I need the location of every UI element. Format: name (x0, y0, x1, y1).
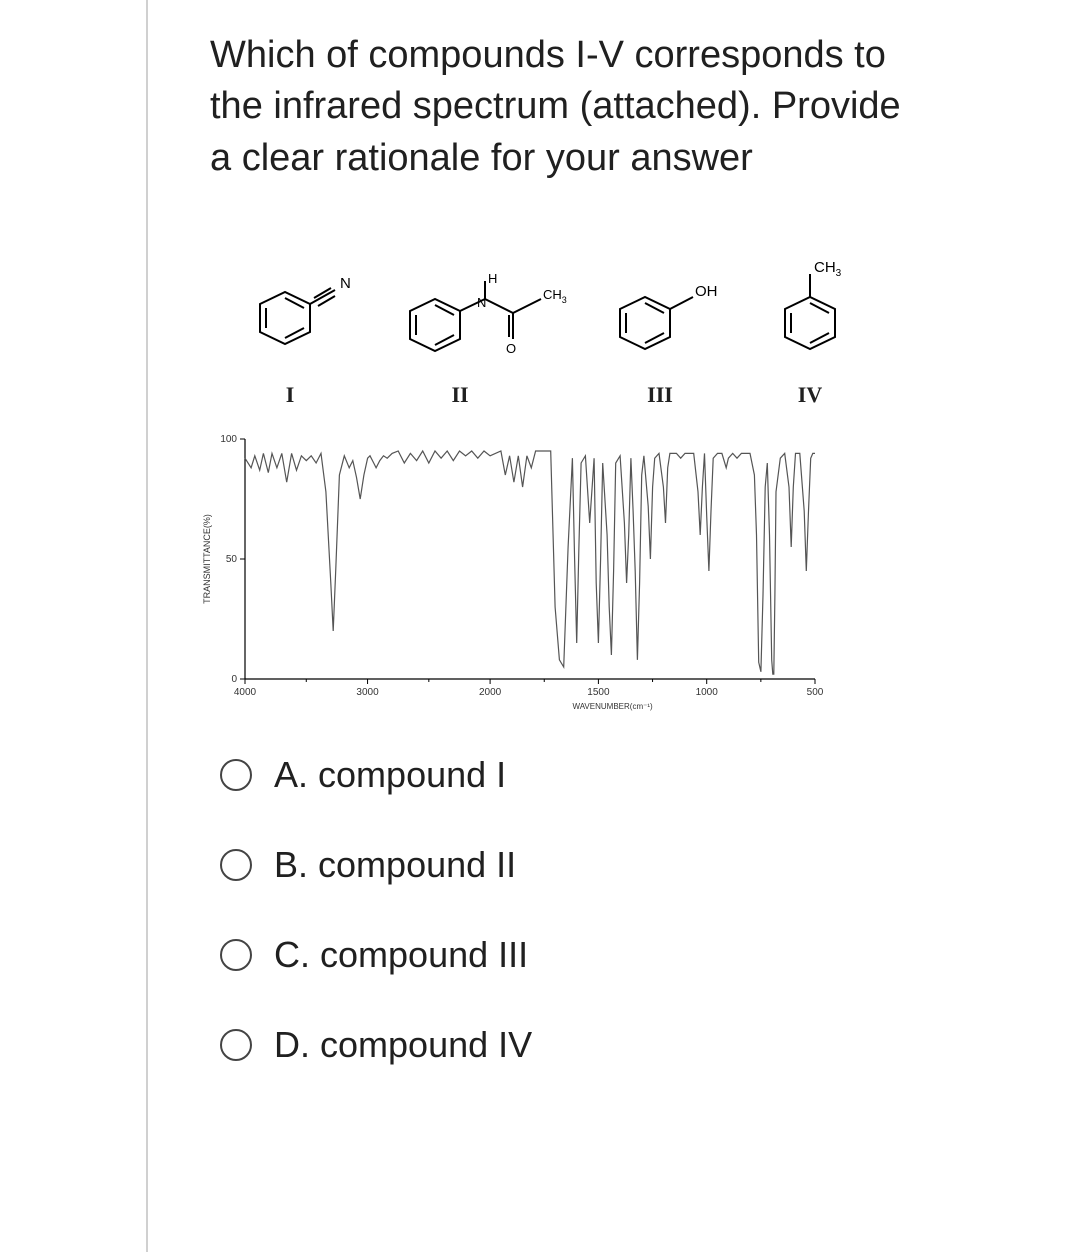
compound-III-label: III (590, 382, 730, 408)
option-B-label: B. compound II (274, 844, 516, 886)
options-list: A. compound I B. compound II C. compound… (210, 754, 930, 1066)
option-C[interactable]: C. compound III (220, 934, 930, 976)
svg-text:2000: 2000 (479, 687, 502, 698)
svg-text:50: 50 (226, 554, 238, 565)
option-A[interactable]: A. compound I (220, 754, 930, 796)
svg-text:1500: 1500 (587, 687, 610, 698)
compound-II-N-label: N (477, 295, 486, 310)
compound-II: H N O CH3 II (385, 269, 585, 408)
compound-IV-CH3: CH3 (814, 259, 842, 279)
svg-text:1000: 1000 (696, 687, 719, 698)
option-D-label: D. compound IV (274, 1024, 532, 1066)
page-left-rule (146, 0, 148, 1252)
ir-spectrum-chart: 0 50 100 4000 3000 2000 1500 1000 500 WAVENUMBER(… (190, 424, 830, 724)
option-D[interactable]: D. compound IV (220, 1024, 930, 1066)
compound-II-CH3: CH3 (543, 287, 567, 305)
compound-II-label: II (335, 382, 585, 408)
svg-text:WAVENUMBER(cm⁻¹): WAVENUMBER(cm⁻¹) (572, 702, 653, 711)
svg-text:3000: 3000 (356, 687, 379, 698)
svg-text:TRANSMITTANCE(%): TRANSMITTANCE(%) (202, 514, 212, 604)
svg-text:4000: 4000 (234, 687, 257, 698)
radio-icon[interactable] (220, 1029, 252, 1061)
compound-I-N-label: N (340, 275, 351, 292)
compound-IV-label: IV (750, 382, 870, 408)
compounds-row: N I (210, 244, 930, 414)
compound-III-OH: OH (695, 283, 718, 300)
compound-II-H-label: H (488, 271, 497, 286)
option-C-label: C. compound III (274, 934, 528, 976)
radio-icon[interactable] (220, 939, 252, 971)
option-A-label: A. compound I (274, 754, 506, 796)
radio-icon[interactable] (220, 849, 252, 881)
content-area: Which of compounds I-V corresponds to th… (210, 30, 930, 1114)
svg-text:100: 100 (220, 434, 237, 445)
question-text: Which of compounds I-V corresponds to th… (210, 30, 930, 184)
radio-icon[interactable] (220, 759, 252, 791)
option-B[interactable]: B. compound II (220, 844, 930, 886)
compound-III: OH III (590, 274, 730, 408)
svg-text:0: 0 (231, 674, 237, 685)
compound-IV: CH3 IV (750, 254, 870, 408)
compound-II-O-label: O (506, 341, 516, 356)
svg-text:500: 500 (807, 687, 824, 698)
